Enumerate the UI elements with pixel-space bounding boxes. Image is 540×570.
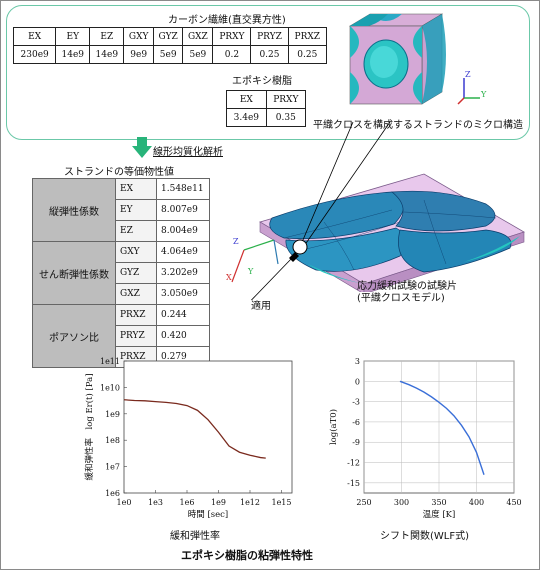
equivalent-group-label: せん断弾性係数	[32, 241, 116, 305]
y-tick-label: -9	[352, 438, 360, 447]
carbon-value-cell: 5e9	[153, 45, 184, 64]
equivalent-prop-cell: PRYZ	[115, 325, 157, 347]
y-tick-label: -12	[347, 459, 360, 468]
x-tick-label: 250	[356, 498, 371, 507]
equivalent-row: GYZ 3.202e9	[33, 262, 210, 284]
equivalent-row: せん断弾性係数 GXY 4.064e9	[32, 241, 210, 305]
leader-lines	[250, 121, 391, 300]
y-tick-label: 1e11	[100, 357, 120, 366]
shift-function-curve	[399, 380, 485, 475]
carbon-value-cell: 5e9	[182, 45, 214, 64]
x-tick-label: 400	[469, 498, 484, 507]
x-tick-label: 1e3	[148, 498, 163, 507]
x-tick-label: 1e0	[117, 498, 132, 507]
specimen-caption-line1: 応力緩和試験の試験片	[357, 281, 457, 292]
x-axis-label: 温度 [K]	[423, 509, 456, 520]
y-tick-label: -6	[352, 418, 360, 427]
carbon-fiber-title: カーボン繊維(直交異方性)	[168, 15, 286, 26]
y-tick-label: -3	[352, 398, 360, 407]
y-tick-label: 1e7	[105, 463, 120, 472]
svg-text:Z: Z	[465, 70, 471, 79]
svg-text:Y: Y	[480, 90, 487, 99]
equivalent-properties-title: ストランドの等価物性値	[64, 167, 174, 178]
x-tick-label: 1e9	[211, 498, 226, 507]
epoxy-value-cell: 0.35	[265, 108, 307, 127]
specimen-caption: 応力緩和試験の試験片 (平織クロスモデル)	[357, 281, 457, 305]
svg-text:Y: Y	[247, 267, 254, 276]
carbon-value-cell: 14e9	[89, 45, 125, 64]
x-tick-label: 1e12	[240, 498, 260, 507]
main-caption: エポキシ樹脂の粘弾性特性	[181, 549, 313, 562]
equivalent-group-label: 縦弾性係数	[32, 178, 116, 242]
y-tick-label: 1e10	[100, 383, 120, 392]
y-tick-label: 0	[355, 377, 360, 386]
x-tick-label: 1e15	[271, 498, 291, 507]
carbon-value-cell: 0.25	[287, 45, 328, 64]
equivalent-properties-table: 縦弾性係数 EX 1.548e11 EY 8.007e9 EZ 8.004e9 せん断弾性係数…	[32, 178, 210, 368]
relaxation-chart-title: 緩和弾性率	[170, 531, 220, 542]
equivalent-row: ポアソン比 PRXZ 0.244	[32, 304, 210, 368]
carbon-value-cell: 230e9	[12, 45, 57, 64]
equivalent-row: PRYZ 0.420	[33, 325, 210, 347]
relaxation-modulus-curve	[123, 399, 266, 459]
svg-text:X: X	[226, 273, 232, 282]
specimen-caption-line2: (平織クロスモデル)	[357, 293, 445, 304]
equivalent-prop-cell: EX	[115, 178, 157, 200]
y-tick-label: -15	[347, 479, 360, 488]
y-tick-label: 1e8	[105, 436, 120, 445]
x-tick-label: 300	[394, 498, 409, 507]
equivalent-row: GXZ 3.050e9	[33, 283, 210, 305]
strand-microstructure-cube	[348, 13, 446, 105]
equivalent-prop-cell: PRXZ	[115, 304, 157, 326]
x-tick-label: 1e6	[180, 498, 195, 507]
homogenization-arrow	[132, 137, 152, 158]
woven-cloth-specimen: Z Y X	[226, 173, 525, 292]
equivalent-prop-cell: GXZ	[115, 283, 157, 305]
material-input-panel	[6, 5, 530, 140]
x-tick-label: 350	[431, 498, 446, 507]
epoxy-title: エポキシ樹脂	[232, 76, 292, 87]
apply-label: 適用	[251, 301, 271, 312]
y-tick-label: 1e6	[105, 489, 120, 498]
homogenization-label: 線形均質化解析	[153, 147, 223, 158]
x-axis-label: 時間 [sec]	[188, 510, 229, 520]
equivalent-value-cell: 0.244	[156, 304, 210, 326]
shift-chart-title: シフト関数(WLF式)	[380, 531, 470, 542]
carbon-fiber-table: EX EY EZ GXY GYZ GXZ PRXY PRYZ PRXZ 230e9 14e9 14e…	[12, 27, 328, 64]
epoxy-table: EX PRXY 3.4e9 0.35	[226, 90, 307, 127]
svg-text:Z: Z	[233, 237, 239, 246]
y-tick-label: 1e9	[105, 410, 120, 419]
relaxation-modulus-chart: 1e0 1e3 1e6 1e9 1e12 1e15 1e6 1e7 1e8 1e9 1e10 1e11…	[84, 357, 293, 520]
y-axis-label: log(aT0)	[328, 409, 339, 445]
equivalent-group-label: ポアソン比	[32, 304, 116, 368]
x-tick-label: 450	[506, 498, 521, 507]
y-tick-label: 3	[355, 357, 360, 366]
shift-function-chart: 250 300 350 400 450 3 0 -3 -6 -9 -12 -15 温度 [K] log(a…	[328, 357, 522, 520]
equivalent-row: 縦弾性係数 EX 1.548e11	[32, 178, 210, 242]
y-axis-label: 緩和弾性率 log Er(t) [Pa]	[84, 373, 95, 480]
plot-area	[123, 360, 293, 494]
equivalent-value-cell: 0.420	[156, 325, 210, 347]
microstructure-caption: 平織クロスを構成するストランドのミクロ構造	[313, 120, 523, 131]
axis-triad-micro: Z Y	[457, 70, 487, 105]
